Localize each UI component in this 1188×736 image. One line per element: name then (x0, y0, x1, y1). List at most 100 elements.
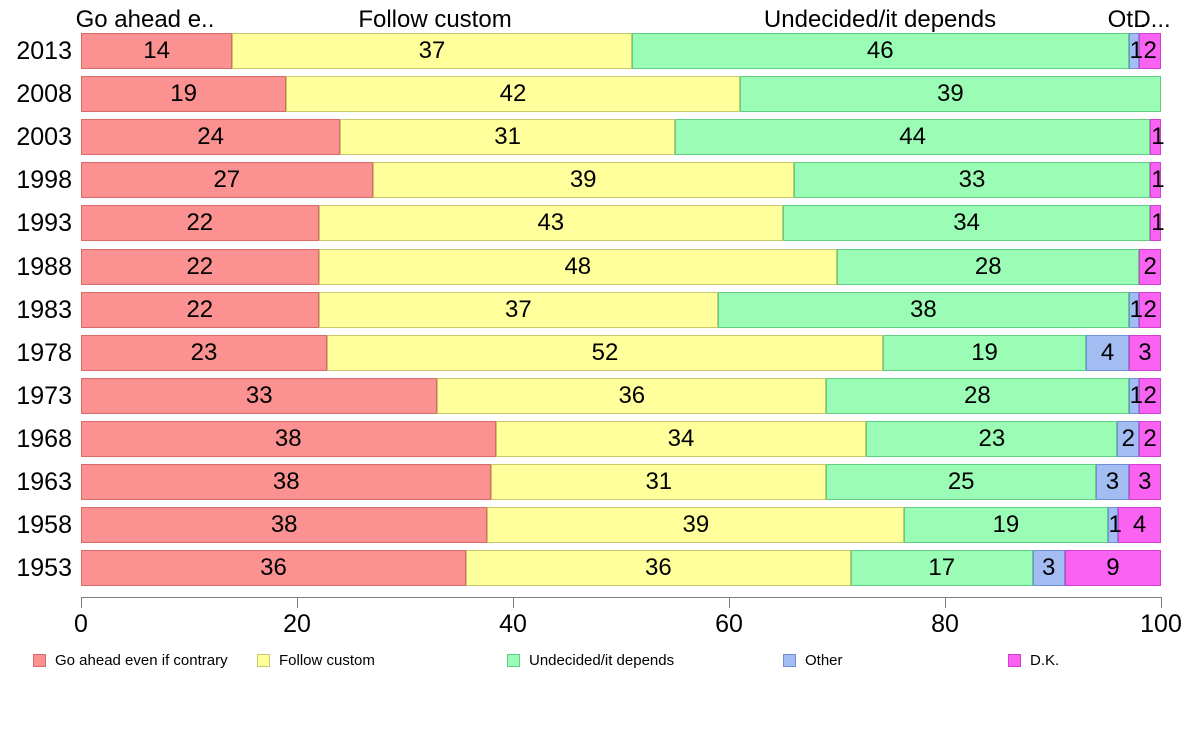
segment-value: 1 (1151, 123, 1165, 151)
bar-segment[interactable]: 46 (631, 33, 1129, 69)
bar-segment[interactable]: 34 (495, 420, 867, 457)
year-label: 1968 (16, 424, 72, 453)
bar-segment[interactable]: 37 (232, 33, 632, 69)
bar-segment[interactable]: 33 (793, 162, 1151, 199)
segment-value: 2 (1121, 424, 1135, 452)
segment-value: 38 (274, 424, 302, 452)
bar-row: 1983 22 37 38 1 2 (0, 291, 1188, 328)
bar-segment[interactable]: 52 (326, 334, 883, 371)
segment-value: 1 (1129, 381, 1143, 409)
segment-value: 33 (958, 166, 986, 194)
bar-segment[interactable]: 25 (826, 464, 1097, 500)
bar-segment[interactable]: 17 (850, 550, 1033, 587)
bar-segment[interactable]: 19 (904, 507, 1108, 544)
bar-segment[interactable]: 36 (465, 550, 851, 587)
bar-segment[interactable]: 2 (1139, 248, 1161, 285)
segment-value: 36 (618, 381, 646, 409)
segment-value: 1 (1129, 37, 1143, 64)
bar-segment[interactable]: 39 (487, 507, 905, 544)
x-axis-tick (513, 597, 514, 608)
bar-segment[interactable]: 3 (1128, 464, 1161, 500)
bar-segment[interactable]: 38 (718, 291, 1129, 328)
x-axis-tick-label: 0 (74, 610, 88, 638)
bar-segment[interactable]: 1 (1128, 33, 1143, 69)
segment-value: 4 (1132, 511, 1147, 539)
bar-segment[interactable]: 3 (1128, 334, 1161, 371)
bar-segment[interactable]: 2 (1139, 377, 1161, 414)
bar-segment[interactable]: 2 (1139, 420, 1161, 457)
segment-value: 1 (1108, 511, 1122, 539)
bar-segment[interactable]: 42 (286, 76, 740, 113)
segment-value: 19 (971, 338, 998, 366)
bar-segment[interactable]: 44 (675, 119, 1151, 156)
bar-segment[interactable]: 4 (1118, 507, 1161, 544)
x-axis-tick-label: 100 (1140, 610, 1182, 638)
segment-value: 3 (1138, 338, 1152, 366)
segment-value: 3 (1138, 468, 1152, 495)
segment-value: 9 (1106, 554, 1120, 582)
legend-swatch (1008, 654, 1021, 667)
bar-segment[interactable]: 27 (81, 162, 373, 199)
segment-value: 1 (1151, 209, 1165, 237)
bar-segment[interactable]: 19 (81, 76, 287, 113)
bar-segment[interactable]: 39 (372, 162, 794, 199)
bar-row: 2003 24 31 44 1 (0, 119, 1188, 156)
bar-segment[interactable]: 1 (1107, 507, 1122, 544)
segment-value: 39 (682, 511, 710, 539)
segment-value: 17 (928, 554, 956, 582)
year-label: 1998 (16, 166, 72, 195)
bar-segment[interactable]: 24 (81, 119, 341, 156)
bar-segment[interactable]: 1 (1150, 162, 1165, 199)
bar-segment[interactable]: 1 (1150, 119, 1165, 156)
bar-segment[interactable]: 19 (882, 334, 1087, 371)
segment-value: 44 (899, 123, 926, 151)
bar-segment[interactable]: 36 (437, 377, 827, 414)
bar-segment[interactable]: 28 (837, 248, 1140, 285)
segment-value: 38 (270, 511, 298, 539)
bar-segment[interactable]: 2 (1117, 420, 1140, 457)
bar-segment[interactable]: 9 (1064, 550, 1161, 587)
year-label: 1958 (16, 511, 72, 540)
bar-segment[interactable]: 36 (81, 550, 466, 587)
bar-segment[interactable]: 38 (81, 420, 496, 457)
bar-segment[interactable]: 4 (1086, 334, 1129, 371)
column-header: Ot.. (1107, 6, 1147, 33)
bar-segment[interactable]: 14 (81, 33, 233, 69)
bar-segment[interactable]: 34 (783, 205, 1151, 242)
bar-segment[interactable]: 31 (491, 464, 827, 500)
segment-value: 43 (537, 209, 565, 237)
bar-row: 2008 19 42 39 (0, 76, 1188, 113)
bar-row: 1953 36 36 17 3 9 (0, 550, 1188, 587)
bar-segment[interactable]: 22 (81, 248, 319, 285)
bar-segment[interactable]: 39 (739, 76, 1161, 113)
bar-segment[interactable]: 1 (1128, 291, 1143, 328)
bar-segment[interactable]: 38 (81, 464, 492, 500)
bar-segment[interactable]: 22 (81, 291, 319, 328)
bar-segment[interactable]: 22 (81, 205, 319, 242)
bar-segment[interactable]: 2 (1139, 291, 1161, 328)
bar-segment[interactable]: 43 (318, 205, 783, 242)
segment-value: 46 (866, 37, 894, 64)
legend-swatch (33, 654, 46, 667)
bar-segment[interactable]: 33 (81, 377, 438, 414)
bar-segment[interactable]: 37 (318, 291, 719, 328)
legend-label: Other (805, 652, 843, 669)
segment-value: 31 (645, 468, 673, 495)
bar-segment[interactable]: 23 (81, 334, 327, 371)
segment-value: 22 (186, 252, 214, 280)
bar-segment[interactable]: 38 (81, 507, 488, 544)
bar-segment[interactable]: 2 (1139, 33, 1161, 69)
bar-segment[interactable]: 23 (866, 420, 1118, 457)
segment-value: 33 (245, 381, 273, 409)
bar-segment[interactable]: 28 (826, 377, 1129, 414)
segment-value: 14 (143, 37, 170, 64)
bar-row: 1988 22 48 28 2 (0, 248, 1188, 285)
bar-segment[interactable]: 1 (1150, 205, 1165, 242)
bar-segment[interactable]: 3 (1032, 550, 1065, 587)
bar-segment[interactable]: 31 (340, 119, 675, 156)
bar-segment[interactable]: 1 (1128, 377, 1143, 414)
year-label: 1963 (16, 468, 72, 496)
bar-segment[interactable]: 3 (1096, 464, 1129, 500)
bar-segment[interactable]: 48 (318, 248, 837, 285)
